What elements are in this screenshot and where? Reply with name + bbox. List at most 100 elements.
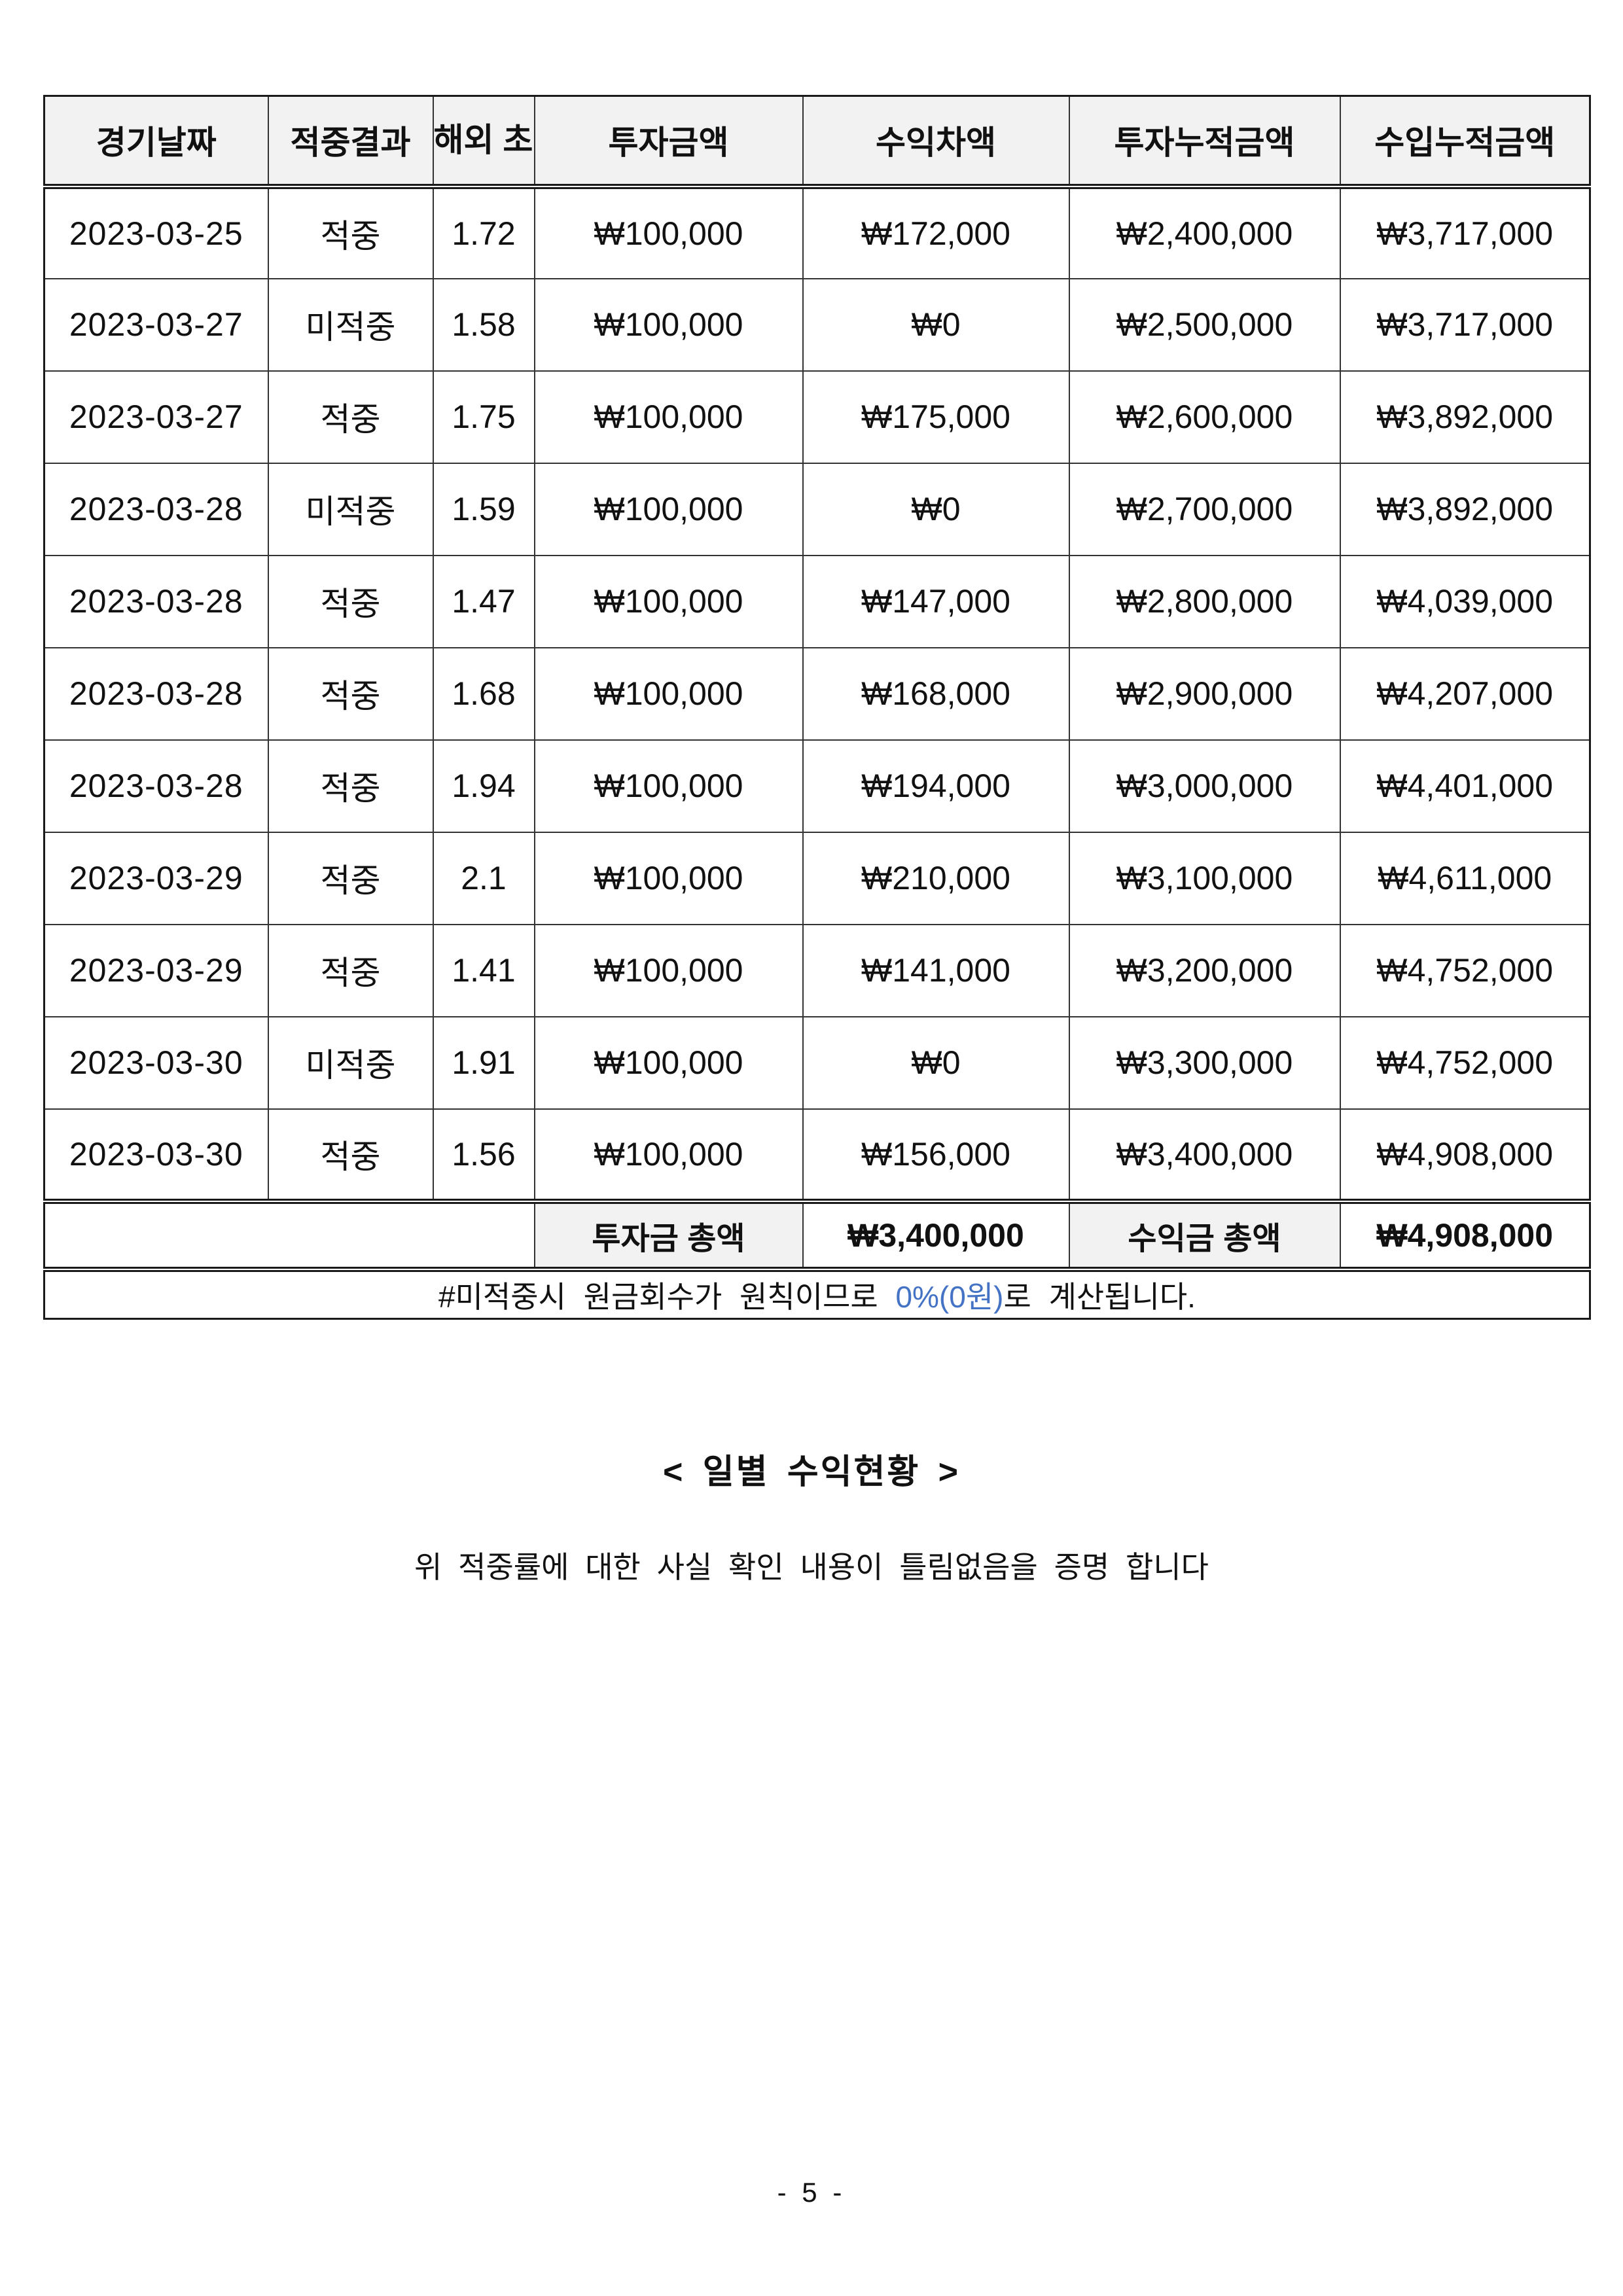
- note-cell: #미적중시 원금회수가 원칙이므로 0%(0원)로 계산됩니다.: [43, 1268, 1591, 1320]
- certify-statement: 위 적중률에 대한 사실 확인 내용이 틀림없음을 증명 합니다: [414, 1550, 1209, 1584]
- cell-hit-result: 미적중: [267, 277, 434, 372]
- cell-cum-income: ₩4,908,000: [1339, 1108, 1591, 1202]
- cell-profit-diff: ₩175,000: [802, 370, 1070, 464]
- cell-cum-income: ₩4,611,000: [1339, 831, 1591, 925]
- cell-hit-result: 적중: [267, 1108, 434, 1202]
- invest-total-value: ₩3,400,000: [802, 1198, 1070, 1272]
- cell-game-date: 2023-03-28: [43, 462, 269, 556]
- cell-overseas-odds: 1.58: [432, 277, 535, 372]
- cell-hit-result: 적중: [267, 370, 434, 464]
- table-row: 2023-03-28 미적중 1.59 ₩100,000 ₩0 ₩2,700,0…: [43, 462, 1591, 556]
- cell-invest-amount: ₩100,000: [533, 1108, 804, 1202]
- cell-cum-income: ₩3,717,000: [1339, 185, 1591, 279]
- cell-game-date: 2023-03-30: [43, 1108, 269, 1202]
- cell-game-date: 2023-03-25: [43, 185, 269, 279]
- cell-cum-income: ₩4,752,000: [1339, 923, 1591, 1017]
- cell-invest-amount: ₩100,000: [533, 370, 804, 464]
- cell-invest-amount: ₩100,000: [533, 739, 804, 833]
- cell-cum-income: ₩4,039,000: [1339, 554, 1591, 648]
- header-game-date: 경기날짜: [43, 95, 269, 189]
- cell-cum-invest: ₩2,600,000: [1068, 370, 1341, 464]
- cell-invest-amount: ₩100,000: [533, 185, 804, 279]
- cell-hit-result: 미적중: [267, 462, 434, 556]
- cell-cum-invest: ₩2,400,000: [1068, 185, 1341, 279]
- profit-report-table: 경기날짜 적중결과 해외 초당 배당 투자금액 수익차액 투자누적금액 수입누적…: [43, 95, 1591, 1320]
- cell-overseas-odds: 1.68: [432, 646, 535, 741]
- cell-hit-result: 적중: [267, 646, 434, 741]
- income-total-label: 수익금 총액: [1068, 1198, 1341, 1272]
- cell-cum-invest: ₩2,800,000: [1068, 554, 1341, 648]
- cell-overseas-odds: 1.41: [432, 923, 535, 1017]
- table-row: 2023-03-30 적중 1.56 ₩100,000 ₩156,000 ₩3,…: [43, 1108, 1591, 1202]
- cell-invest-amount: ₩100,000: [533, 923, 804, 1017]
- cell-cum-income: ₩4,401,000: [1339, 739, 1591, 833]
- table-row: 2023-03-28 적중 1.94 ₩100,000 ₩194,000 ₩3,…: [43, 739, 1591, 833]
- cell-overseas-odds: 1.75: [432, 370, 535, 464]
- summary-row: 투자금 총액 ₩3,400,000 수익금 총액 ₩4,908,000: [43, 1198, 1591, 1272]
- cell-cum-invest: ₩2,900,000: [1068, 646, 1341, 741]
- cell-cum-invest: ₩3,300,000: [1068, 1016, 1341, 1110]
- cell-cum-invest: ₩3,100,000: [1068, 831, 1341, 925]
- table-row: 2023-03-30 미적중 1.91 ₩100,000 ₩0 ₩3,300,0…: [43, 1016, 1591, 1110]
- cell-hit-result: 적중: [267, 185, 434, 279]
- cell-cum-income: ₩3,717,000: [1339, 277, 1591, 372]
- cell-overseas-odds: 1.47: [432, 554, 535, 648]
- cell-profit-diff: ₩141,000: [802, 923, 1070, 1017]
- cell-hit-result: 적중: [267, 739, 434, 833]
- cell-game-date: 2023-03-28: [43, 554, 269, 648]
- cell-game-date: 2023-03-29: [43, 923, 269, 1017]
- table-row: 2023-03-27 미적중 1.58 ₩100,000 ₩0 ₩2,500,0…: [43, 277, 1591, 372]
- cell-cum-invest: ₩3,400,000: [1068, 1108, 1341, 1202]
- header-hit-result: 적중결과: [267, 95, 434, 189]
- cell-invest-amount: ₩100,000: [533, 831, 804, 925]
- header-invest-amount: 투자금액: [533, 95, 804, 189]
- daily-profit-heading: < 일별 수익현황 >: [662, 1453, 961, 1491]
- note-text-prefix: #미적중시 원금회수가 원칙이므로: [438, 1279, 896, 1314]
- table-row: 2023-03-28 적중 1.68 ₩100,000 ₩168,000 ₩2,…: [43, 646, 1591, 741]
- cell-invest-amount: ₩100,000: [533, 646, 804, 741]
- table-header-row: 경기날짜 적중결과 해외 초당 배당 투자금액 수익차액 투자누적금액 수입누적…: [43, 95, 1591, 189]
- cell-invest-amount: ₩100,000: [533, 462, 804, 556]
- cell-hit-result: 적중: [267, 923, 434, 1017]
- cell-profit-diff: ₩147,000: [802, 554, 1070, 648]
- cell-cum-income: ₩3,892,000: [1339, 370, 1591, 464]
- cell-cum-income: ₩4,207,000: [1339, 646, 1591, 741]
- table-row: 2023-03-25 적중 1.72 ₩100,000 ₩172,000 ₩2,…: [43, 185, 1591, 279]
- header-profit-diff: 수익차액: [802, 95, 1070, 189]
- cell-profit-diff: ₩0: [802, 277, 1070, 372]
- cell-cum-income: ₩4,752,000: [1339, 1016, 1591, 1110]
- cell-game-date: 2023-03-27: [43, 277, 269, 372]
- cell-overseas-odds: 1.91: [432, 1016, 535, 1110]
- note-text-suffix: 로 계산됩니다.: [1003, 1279, 1196, 1314]
- cell-game-date: 2023-03-27: [43, 370, 269, 464]
- cell-profit-diff: ₩210,000: [802, 831, 1070, 925]
- cell-hit-result: 적중: [267, 831, 434, 925]
- cell-cum-invest: ₩2,700,000: [1068, 462, 1341, 556]
- cell-invest-amount: ₩100,000: [533, 1016, 804, 1110]
- invest-total-label: 투자금 총액: [533, 1198, 804, 1272]
- summary-empty-cell: [43, 1198, 535, 1272]
- cell-profit-diff: ₩172,000: [802, 185, 1070, 279]
- cell-overseas-odds: 1.56: [432, 1108, 535, 1202]
- note-text-accent: 0%(0원): [895, 1279, 1004, 1314]
- cell-hit-result: 미적중: [267, 1016, 434, 1110]
- cell-overseas-odds: 1.59: [432, 462, 535, 556]
- cell-cum-invest: ₩2,500,000: [1068, 277, 1341, 372]
- cell-cum-income: ₩3,892,000: [1339, 462, 1591, 556]
- cell-overseas-odds: 1.94: [432, 739, 535, 833]
- income-total-value: ₩4,908,000: [1339, 1198, 1591, 1272]
- cell-cum-invest: ₩3,000,000: [1068, 739, 1341, 833]
- table-body: 2023-03-25 적중 1.72 ₩100,000 ₩172,000 ₩2,…: [43, 185, 1591, 1202]
- cell-profit-diff: ₩0: [802, 462, 1070, 556]
- cell-profit-diff: ₩194,000: [802, 739, 1070, 833]
- cell-profit-diff: ₩168,000: [802, 646, 1070, 741]
- cell-game-date: 2023-03-30: [43, 1016, 269, 1110]
- cell-overseas-odds: 1.72: [432, 185, 535, 279]
- table-row: 2023-03-29 적중 1.41 ₩100,000 ₩141,000 ₩3,…: [43, 923, 1591, 1017]
- header-overseas-odds: 해외 초당 배당: [432, 95, 535, 189]
- cell-game-date: 2023-03-28: [43, 646, 269, 741]
- header-cum-income: 수입누적금액: [1339, 95, 1591, 189]
- cell-profit-diff: ₩156,000: [802, 1108, 1070, 1202]
- page-number: - 5 -: [777, 2177, 846, 2208]
